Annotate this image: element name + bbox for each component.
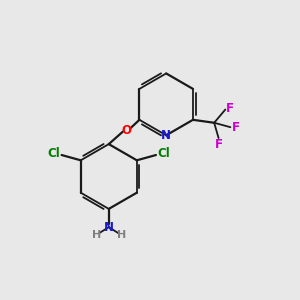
Text: H: H	[92, 230, 101, 240]
Text: F: F	[226, 101, 234, 115]
Text: Cl: Cl	[47, 147, 60, 160]
Text: N: N	[161, 129, 171, 142]
Text: O: O	[122, 124, 132, 136]
Text: F: F	[232, 121, 240, 134]
Text: N: N	[104, 220, 114, 234]
Text: H: H	[116, 230, 126, 240]
Text: F: F	[215, 138, 223, 151]
Text: Cl: Cl	[158, 147, 171, 160]
